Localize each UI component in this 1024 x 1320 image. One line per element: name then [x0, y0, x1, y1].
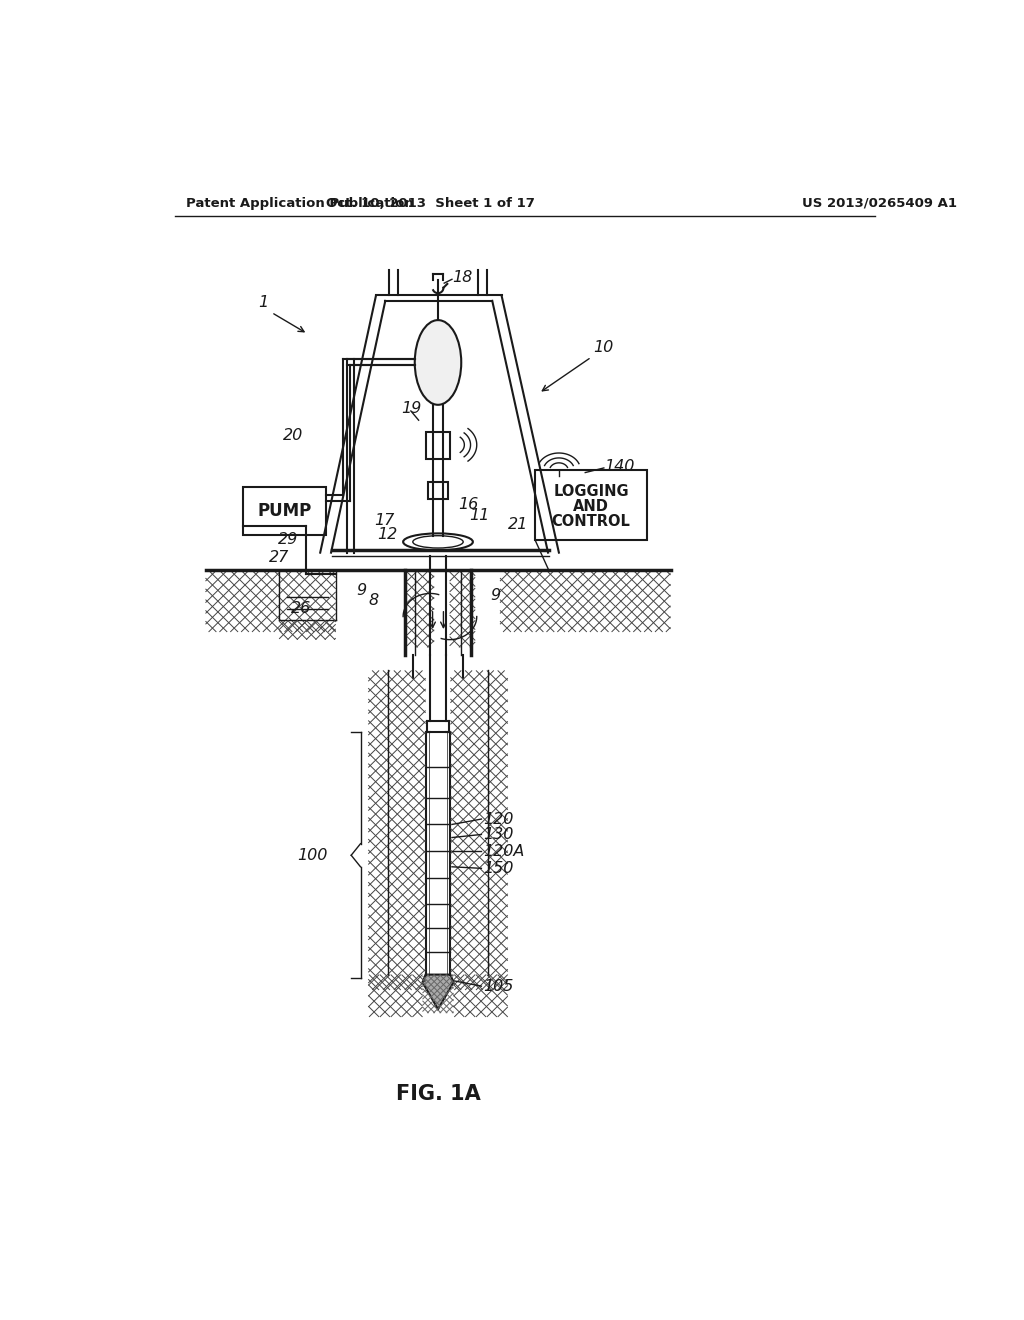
- Text: 120A: 120A: [483, 843, 524, 859]
- Bar: [243, 487, 327, 535]
- Text: PUMP: PUMP: [257, 502, 311, 520]
- Bar: [535, 470, 647, 540]
- Text: 8: 8: [369, 593, 378, 609]
- Text: 140: 140: [604, 459, 635, 474]
- Text: 100: 100: [298, 847, 328, 863]
- Text: 10: 10: [593, 339, 613, 355]
- Text: 17: 17: [375, 512, 394, 528]
- Ellipse shape: [415, 319, 461, 405]
- Text: LOGGING: LOGGING: [553, 484, 629, 499]
- Text: US 2013/0265409 A1: US 2013/0265409 A1: [802, 197, 957, 210]
- Text: 130: 130: [483, 826, 513, 842]
- Text: Oct. 10, 2013  Sheet 1 of 17: Oct. 10, 2013 Sheet 1 of 17: [326, 197, 535, 210]
- Text: 20: 20: [283, 428, 303, 444]
- Bar: [428, 482, 449, 499]
- Text: 105: 105: [483, 978, 513, 994]
- Text: 18: 18: [452, 271, 472, 285]
- Text: 19: 19: [400, 401, 421, 416]
- Text: 27: 27: [269, 549, 289, 565]
- Ellipse shape: [403, 533, 473, 550]
- Text: 11: 11: [469, 508, 489, 523]
- Text: 150: 150: [483, 861, 513, 876]
- Polygon shape: [423, 974, 454, 1010]
- Text: 12: 12: [378, 527, 397, 541]
- Text: 21: 21: [508, 516, 528, 532]
- Text: 29: 29: [279, 532, 299, 546]
- Text: 26: 26: [291, 602, 311, 616]
- Text: FIG. 1A: FIG. 1A: [395, 1084, 480, 1104]
- Text: 9: 9: [489, 589, 500, 603]
- Text: CONTROL: CONTROL: [552, 513, 631, 528]
- Bar: [426, 432, 450, 459]
- Text: Patent Application Publication: Patent Application Publication: [186, 197, 414, 210]
- Text: 1: 1: [258, 294, 268, 310]
- Text: 120: 120: [483, 812, 513, 826]
- Text: AND: AND: [573, 499, 609, 513]
- Text: 9: 9: [356, 583, 367, 598]
- Text: 16: 16: [458, 498, 478, 512]
